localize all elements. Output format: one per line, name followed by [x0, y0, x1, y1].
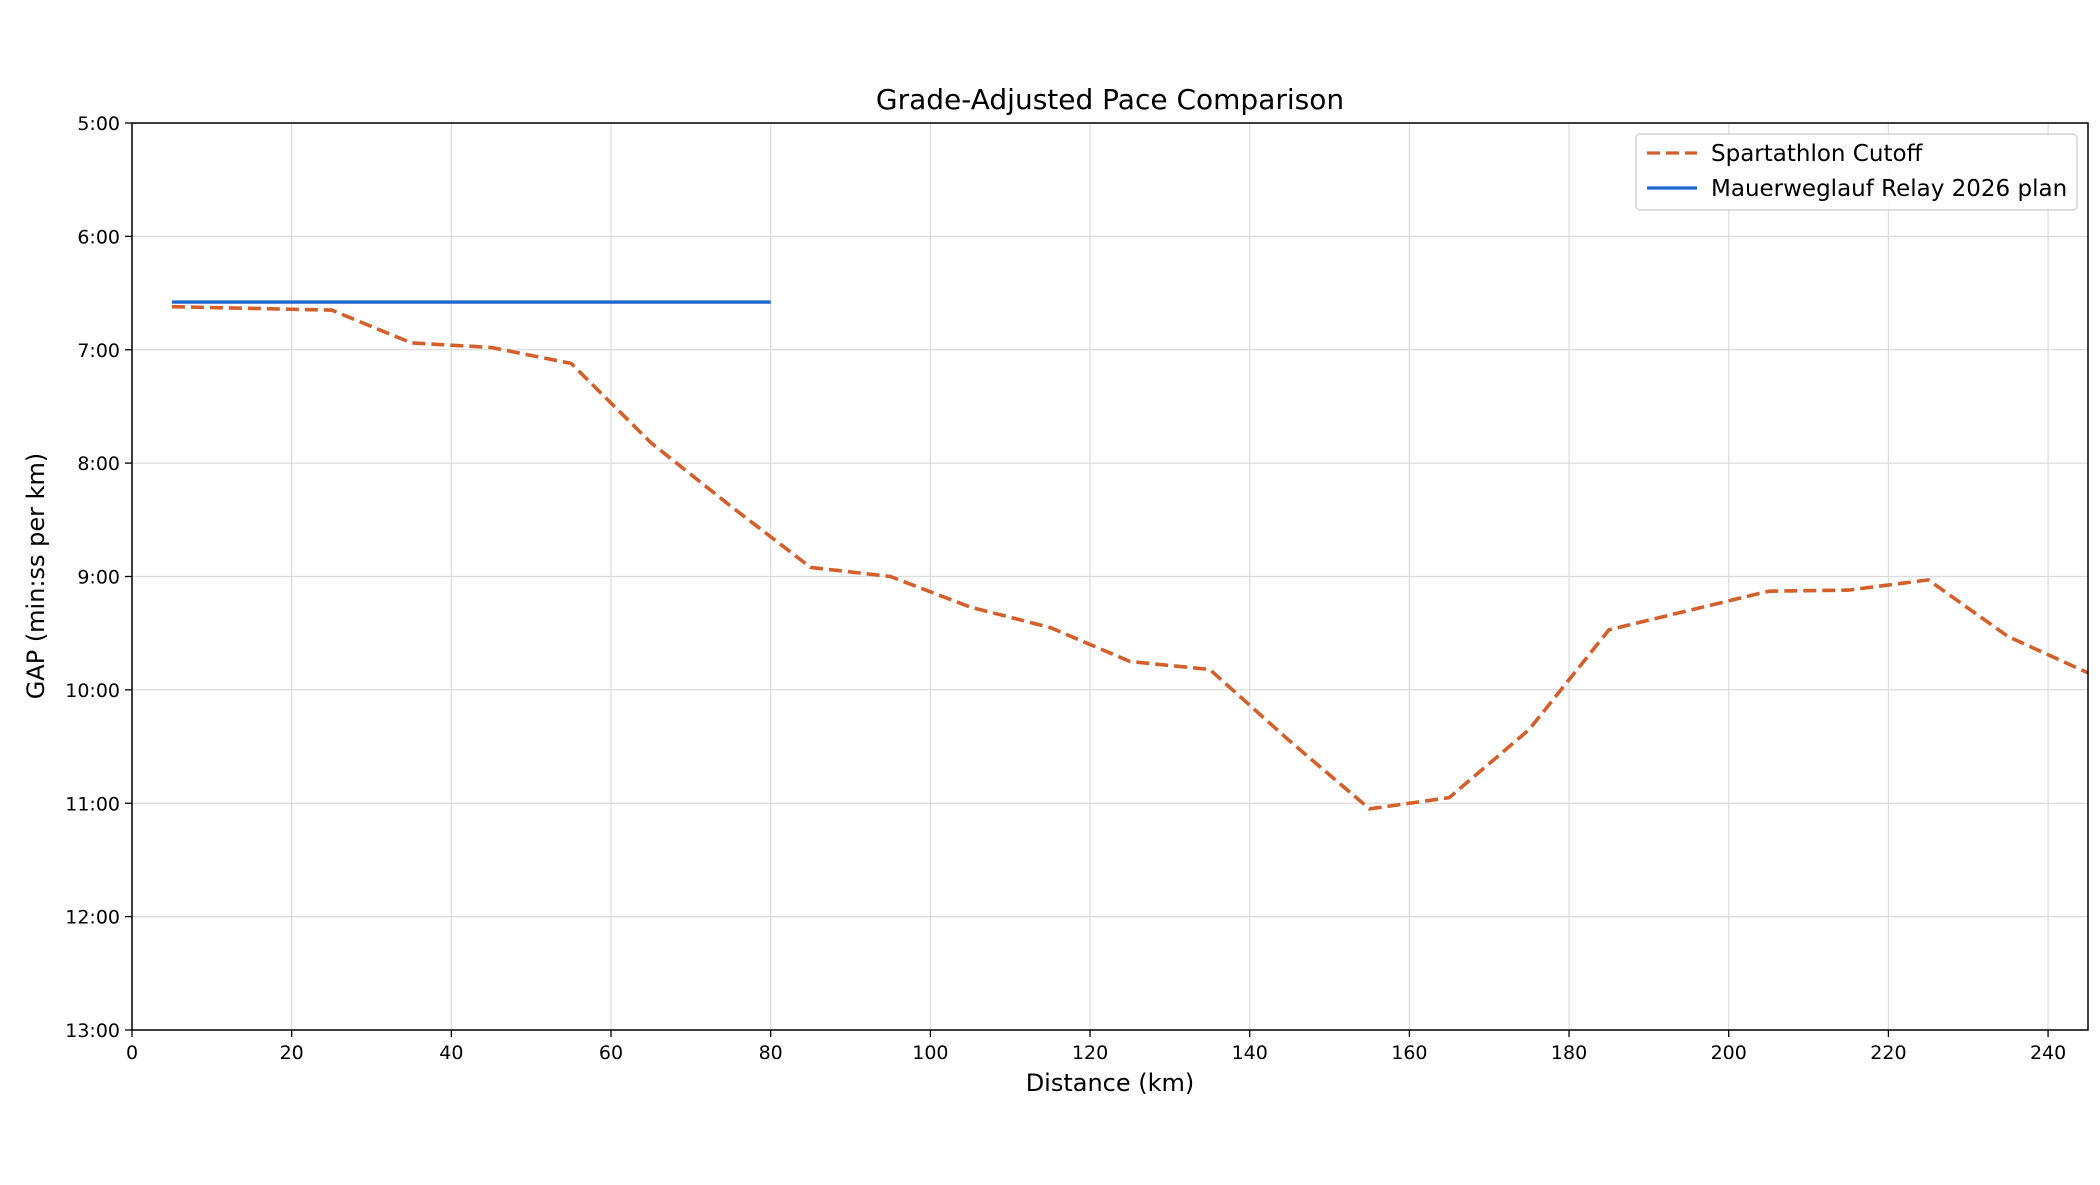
y-tick-label: 6:00 [77, 226, 120, 248]
series-lines [171, 300, 2089, 811]
y-axis-ticks: 5:00 6:00 7:00 8:00 9:00 10:00 11:00 12:00 13:00 [65, 113, 132, 1042]
x-tick-label: 100 [912, 1042, 948, 1064]
y-tick-label: 11:00 [65, 793, 120, 815]
y-axis-label: GAP (min:ss per km) [22, 453, 50, 700]
x-axis-label: Distance (km) [1026, 1069, 1195, 1097]
chart-title: Grade-Adjusted Pace Comparison [876, 83, 1344, 116]
y-tick-label: 10:00 [65, 680, 120, 702]
x-tick-label: 0 [126, 1042, 138, 1064]
x-tick-label: 80 [759, 1042, 783, 1064]
legend-label-spartathlon-cutoff: Spartathlon Cutoff [1711, 141, 1924, 167]
x-tick-label: 200 [1711, 1042, 1747, 1064]
legend-box [1635, 133, 2078, 211]
x-tick-label: 160 [1391, 1042, 1427, 1064]
y-tick-label: 8:00 [77, 453, 120, 475]
y-tick-label: 5:00 [77, 113, 120, 135]
x-tick-label: 240 [2030, 1042, 2066, 1064]
legend-label-mauerweglauf-relay-plan: Mauerweglauf Relay 2026 plan [1711, 176, 2067, 202]
x-tick-label: 220 [1870, 1042, 1906, 1064]
x-tick-label: 120 [1072, 1042, 1108, 1064]
y-tick-label: 9:00 [77, 567, 120, 589]
x-tick-label: 20 [280, 1042, 304, 1064]
y-tick-label: 12:00 [65, 907, 120, 929]
x-tick-label: 40 [439, 1042, 463, 1064]
y-tick-label: 13:00 [65, 1020, 120, 1042]
y-tick-label: 7:00 [77, 340, 120, 362]
x-tick-label: 180 [1551, 1042, 1587, 1064]
x-tick-label: 140 [1232, 1042, 1268, 1064]
x-axis-ticks: 0 20 40 60 80 100 120 140 160 180 200 220 240 [126, 1030, 2066, 1064]
legend: Spartathlon Cutoff Mauerweglauf Relay 20… [1635, 133, 2078, 211]
x-tick-label: 60 [599, 1042, 623, 1064]
